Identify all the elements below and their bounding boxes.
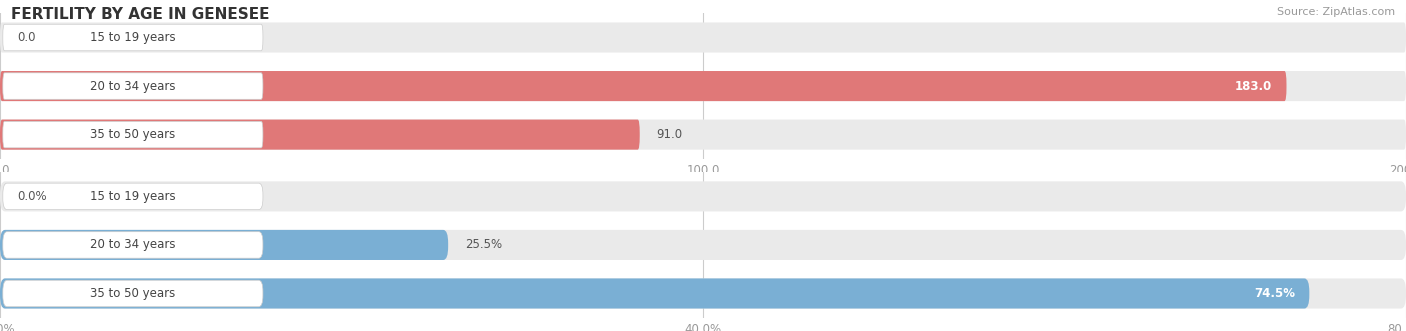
FancyBboxPatch shape xyxy=(0,278,1406,308)
FancyBboxPatch shape xyxy=(3,280,263,307)
FancyBboxPatch shape xyxy=(3,183,263,210)
FancyBboxPatch shape xyxy=(0,119,1406,150)
FancyBboxPatch shape xyxy=(0,181,1406,212)
Text: 25.5%: 25.5% xyxy=(465,238,502,252)
Text: 15 to 19 years: 15 to 19 years xyxy=(90,31,176,44)
Text: 35 to 50 years: 35 to 50 years xyxy=(90,287,176,300)
FancyBboxPatch shape xyxy=(0,278,1309,308)
FancyBboxPatch shape xyxy=(3,232,263,258)
Text: 35 to 50 years: 35 to 50 years xyxy=(90,128,176,141)
Text: 0.0%: 0.0% xyxy=(17,190,46,203)
FancyBboxPatch shape xyxy=(3,24,263,51)
Text: 20 to 34 years: 20 to 34 years xyxy=(90,238,176,252)
FancyBboxPatch shape xyxy=(0,230,449,260)
Text: FERTILITY BY AGE IN GENESEE: FERTILITY BY AGE IN GENESEE xyxy=(11,7,270,22)
Text: 74.5%: 74.5% xyxy=(1254,287,1295,300)
FancyBboxPatch shape xyxy=(0,119,640,150)
Text: 183.0: 183.0 xyxy=(1236,79,1272,93)
FancyBboxPatch shape xyxy=(0,71,1406,101)
Text: Source: ZipAtlas.com: Source: ZipAtlas.com xyxy=(1277,7,1395,17)
Text: 15 to 19 years: 15 to 19 years xyxy=(90,190,176,203)
FancyBboxPatch shape xyxy=(3,73,263,99)
FancyBboxPatch shape xyxy=(0,23,1406,53)
Text: 20 to 34 years: 20 to 34 years xyxy=(90,79,176,93)
FancyBboxPatch shape xyxy=(3,121,263,148)
FancyBboxPatch shape xyxy=(0,230,1406,260)
Text: 91.0: 91.0 xyxy=(657,128,683,141)
Text: 0.0: 0.0 xyxy=(17,31,35,44)
FancyBboxPatch shape xyxy=(0,71,1286,101)
